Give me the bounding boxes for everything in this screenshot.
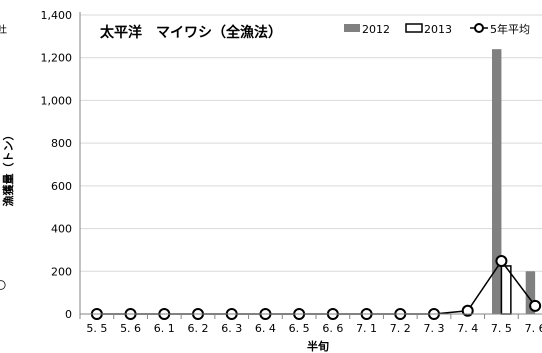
x-tick-label-5: 6. 4 (255, 322, 276, 335)
legend-swatch-2012 (344, 24, 360, 32)
legend-label-2012: 2012 (362, 23, 390, 36)
y-tick-label-6: 1,200 (41, 52, 73, 65)
y-tick-label-1: 200 (51, 265, 72, 278)
bar-layer (491, 49, 536, 315)
x-tick-label-7: 6. 6 (322, 322, 343, 335)
legend-label-2013: 2013 (424, 23, 452, 36)
x-tick-label-4: 6. 3 (221, 322, 242, 335)
x-tick-label-0: 5. 5 (86, 322, 107, 335)
y-tick-label-3: 600 (51, 180, 72, 193)
y-tick-label-5: 1,000 (41, 94, 73, 107)
x-tick-label-6: 6. 5 (289, 322, 310, 335)
x-tick-label-13: 7. 6 (525, 322, 542, 335)
axis-layer: 0 200 400 600 800 1,000 1,200 1,400 5. 5 5. 6 6. 1… (41, 9, 542, 335)
legend-marker-5年平均 (474, 23, 484, 33)
x-tick-label-10: 7. 3 (424, 322, 445, 335)
edge-fragment-top: 吐 (0, 24, 7, 36)
grid-layer (80, 14, 542, 272)
point-5年平均-7.4 (461, 304, 474, 317)
x-tick-label-3: 6. 2 (188, 322, 209, 335)
line-layer (90, 255, 542, 320)
x-tick-label-8: 7. 1 (356, 322, 377, 335)
legend-label-5年平均: 5年平均 (490, 22, 530, 36)
legend-swatch-2013 (405, 23, 423, 33)
x-tick-label-9: 7. 2 (390, 322, 411, 335)
chart-title: 太平洋 マイワシ（全漁法） (100, 24, 282, 41)
x-tick-label-2: 6. 1 (154, 322, 175, 335)
x-tick-label-1: 5. 6 (120, 322, 141, 335)
point-5年平均-7.5 (495, 255, 508, 268)
edge-fragment-bottom: 〇 (0, 280, 6, 292)
bar-2013-7.5 (500, 265, 512, 315)
legend: 2012 2013 5年平均 (344, 22, 530, 36)
y-tick-label-4: 800 (51, 137, 72, 150)
x-tick-label-12: 7. 5 (491, 322, 512, 335)
point-5年平均-7.6 (529, 299, 542, 312)
y-tick-label-0: 0 (65, 308, 72, 321)
bar-2012-7.6 (525, 271, 536, 314)
x-axis-label: 半旬 (307, 339, 329, 353)
y-axis-label: 漁獲量（トン） (1, 130, 15, 207)
x-tick-label-11: 7. 4 (457, 322, 478, 335)
y-tick-label-7: 1,400 (41, 9, 73, 22)
y-tick-label-2: 400 (51, 223, 72, 236)
bar-2012-7.5 (491, 49, 502, 315)
